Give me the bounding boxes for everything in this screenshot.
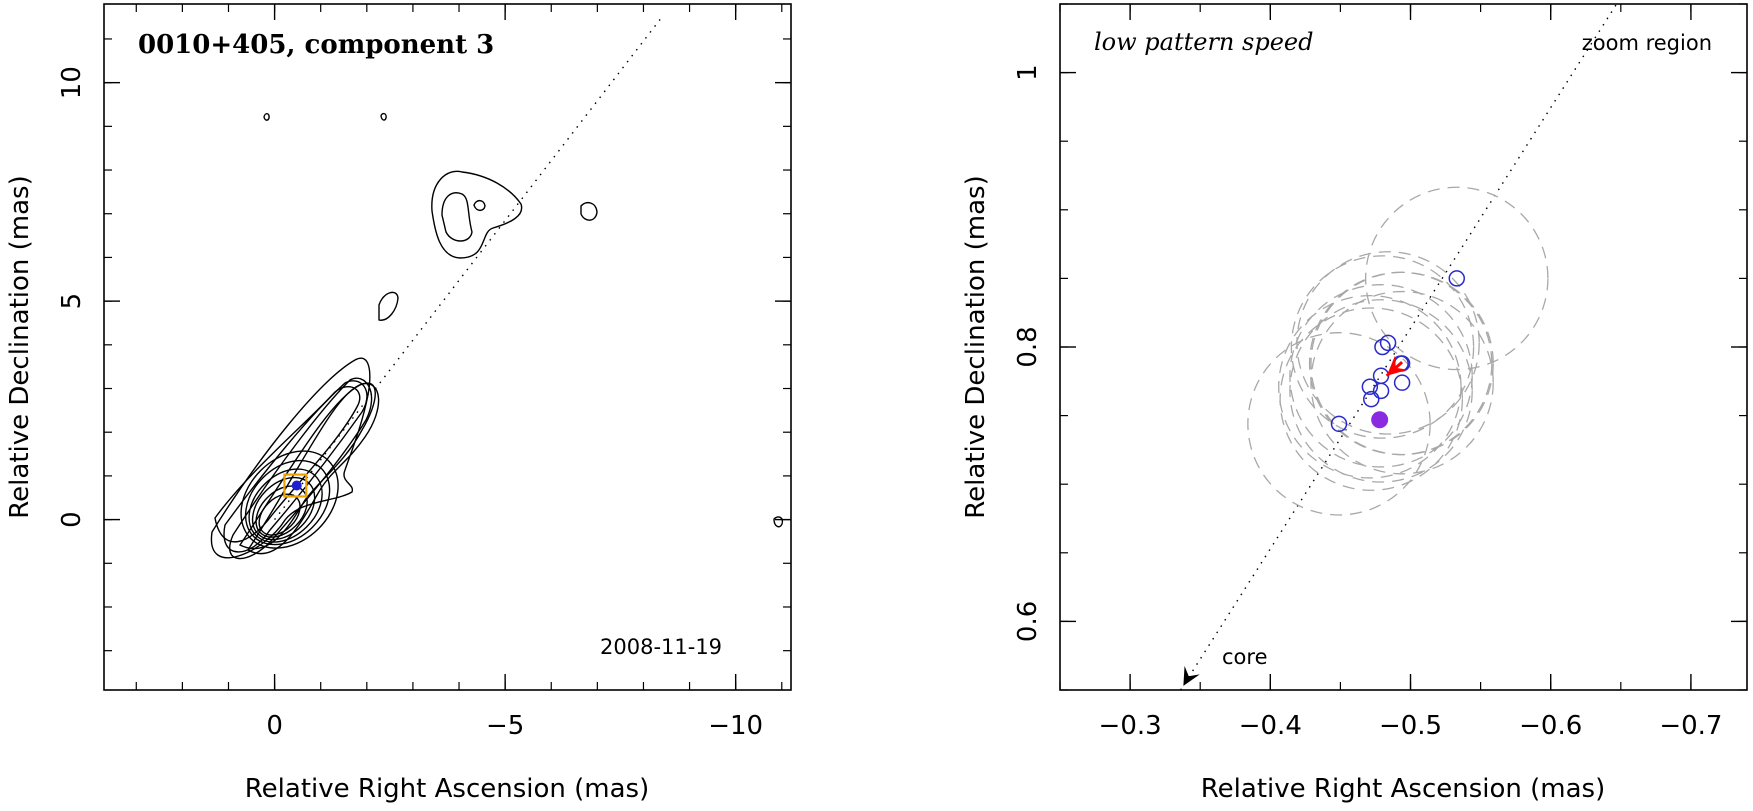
uncertainty-circle <box>1278 295 1462 479</box>
left-panel-title: 0010+405, component 3 <box>138 30 494 60</box>
right-corner-label: zoom region <box>1582 31 1712 55</box>
core-annotation: core <box>1222 645 1268 669</box>
jet-contour <box>238 382 376 550</box>
left-x-tick-label: −5 <box>486 711 524 741</box>
right-ticks: −0.3 −0.4 −0.5 −0.6 −0.7 0.6 0.8 1 <box>1013 3 1747 741</box>
right-panel: −0.3 −0.4 −0.5 −0.6 −0.7 0.6 0.8 1 low pattern … <box>961 3 1748 804</box>
mean-position <box>1371 411 1389 429</box>
emission-contour <box>773 516 784 528</box>
jet-contour <box>229 377 373 560</box>
observed-position <box>1330 415 1348 433</box>
left-y-axis-label: Relative Declination (mas) <box>5 175 35 518</box>
observed-position <box>1393 374 1411 391</box>
right-x-axis-label: Relative Right Ascension (mas) <box>1201 774 1605 804</box>
emission-contour <box>580 201 598 221</box>
uncertainty-circle <box>1247 332 1431 516</box>
right-plot-frame <box>1059 3 1748 691</box>
left-y-tick-label: 0 <box>57 511 87 528</box>
uncertainty-circle <box>1364 186 1549 371</box>
jet-contour <box>247 383 380 555</box>
core-contour <box>244 459 331 546</box>
left-y-tick-label: 10 <box>57 66 87 99</box>
left-x-tick-label: 0 <box>266 711 283 741</box>
right-y-tick-label: 1 <box>1013 64 1043 81</box>
left-panel: 0 −5 −10 0 5 10 0010+405, component 3 2008-11… <box>5 3 792 804</box>
left-ticks: 0 −5 −10 0 5 10 <box>57 4 791 741</box>
left-y-tick-label: 5 <box>57 293 87 310</box>
emission-contour <box>380 112 387 121</box>
uncertainty-circle <box>1310 290 1494 475</box>
observed-position <box>1372 382 1390 400</box>
observed-position <box>1374 338 1391 356</box>
uncertainty-circle <box>1289 299 1473 483</box>
observed-position <box>1361 378 1379 396</box>
observed-position <box>1448 270 1466 287</box>
right-marks <box>1179 3 1618 691</box>
left-contour-map <box>210 112 784 560</box>
emission-contour <box>378 291 399 321</box>
right-x-tick-label: −0.4 <box>1239 711 1302 741</box>
right-x-tick-label: −0.6 <box>1519 711 1582 741</box>
right-y-tick-label: 0.6 <box>1013 601 1043 642</box>
right-jet-axis-line <box>1179 3 1618 691</box>
emission-contour <box>473 199 486 212</box>
observed-position <box>1372 367 1390 385</box>
core-arrow-head <box>1183 665 1200 686</box>
left-date-label: 2008-11-19 <box>600 635 722 659</box>
left-x-tick-label: −10 <box>708 711 763 741</box>
uncertainty-circle <box>1290 255 1475 439</box>
emission-contour <box>263 113 270 121</box>
right-x-tick-label: −0.5 <box>1379 711 1442 741</box>
right-y-axis-label: Relative Declination (mas) <box>961 175 991 518</box>
observed-position <box>1379 334 1397 352</box>
left-x-axis-label: Relative Right Ascension (mas) <box>245 774 649 804</box>
observed-position <box>1363 390 1380 408</box>
component-marker <box>291 480 302 491</box>
jet-contour <box>210 357 371 559</box>
emission-contour <box>441 192 473 242</box>
core-contour <box>240 450 339 549</box>
core-contour <box>248 468 323 543</box>
uncertainty-circle <box>1279 307 1464 491</box>
jet-contour <box>223 380 368 553</box>
left-jet-axis-line <box>274 16 663 521</box>
right-y-tick-label: 0.8 <box>1013 326 1043 367</box>
right-panel-title: low pattern speed <box>1094 28 1313 56</box>
component-box <box>283 473 308 498</box>
emission-contour <box>431 170 523 259</box>
uncertainty-circle <box>1289 284 1473 468</box>
velocity-arrow-head <box>1386 355 1408 376</box>
right-x-tick-label: −0.3 <box>1099 711 1162 741</box>
jet-contour <box>214 386 361 543</box>
right-x-tick-label: −0.7 <box>1659 711 1722 741</box>
left-plot-frame <box>103 3 792 691</box>
uncertainty-circle <box>1310 271 1494 456</box>
